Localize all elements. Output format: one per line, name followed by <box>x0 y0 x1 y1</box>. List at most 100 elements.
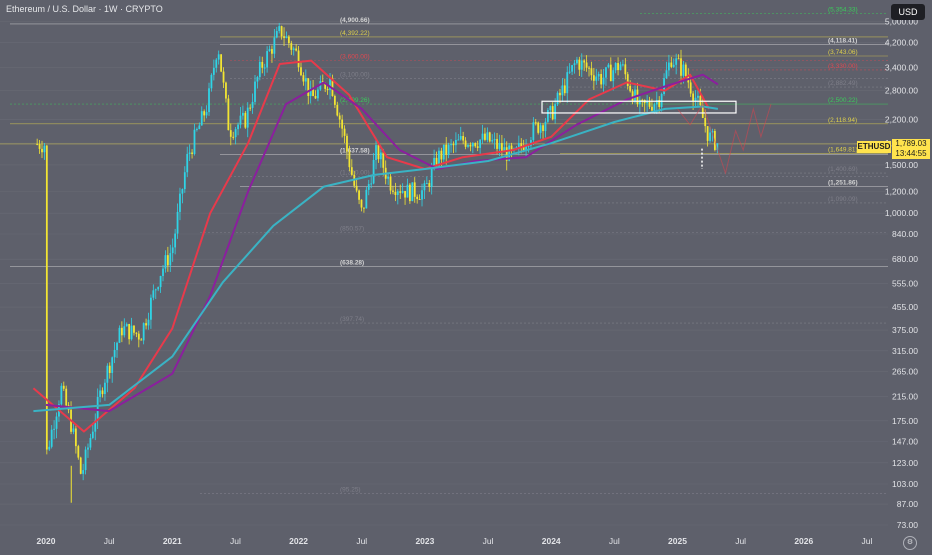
candle-body <box>379 152 382 160</box>
candle-body <box>273 37 276 54</box>
candle-body <box>438 150 440 167</box>
candle-body <box>343 128 346 136</box>
currency-button[interactable]: USD <box>891 4 925 20</box>
level-label: (4,392.22) <box>340 30 370 37</box>
candle-body <box>198 125 201 130</box>
candle-body <box>421 190 423 200</box>
level-label: (95.25) <box>340 486 361 493</box>
candle-body <box>222 71 225 83</box>
candle-body <box>326 88 329 91</box>
candle-body <box>159 276 162 288</box>
candle-body <box>331 77 334 96</box>
moving-average-slow <box>33 105 719 413</box>
grid-layer <box>0 21 888 526</box>
candle-body <box>471 143 474 147</box>
candle-body <box>215 59 218 68</box>
candle-body <box>411 182 414 202</box>
candle-body <box>191 152 193 154</box>
candle-body <box>251 101 254 108</box>
candle-body <box>675 58 678 65</box>
y-tick-label: 87.00 <box>897 499 919 509</box>
candle-body <box>588 67 590 69</box>
candle-body <box>302 75 305 82</box>
candle-body <box>469 144 472 147</box>
candle-body <box>244 112 247 128</box>
candle-body <box>447 144 450 155</box>
candle-body <box>505 147 508 161</box>
candle-body <box>104 382 106 395</box>
candle-body <box>329 77 331 91</box>
level-label: (2,500.22) <box>828 97 858 104</box>
candle-body <box>534 122 537 124</box>
candle-body <box>568 71 571 73</box>
candle-body <box>590 68 593 76</box>
candle-body <box>612 70 615 82</box>
level-label: (1,637.58) <box>340 147 370 154</box>
candle-body <box>508 145 511 161</box>
candle-body <box>498 143 501 149</box>
candle-body <box>45 145 48 450</box>
x-tick-label: 2020 <box>37 536 56 546</box>
candle-body <box>271 49 273 54</box>
last-price-tag: 1,789.03 13:44:55 <box>892 139 930 159</box>
candle-body <box>183 172 186 190</box>
candle-body <box>605 67 607 78</box>
y-tick-label: 555.00 <box>892 278 918 288</box>
candle-body <box>333 95 336 105</box>
candle-body <box>307 78 310 97</box>
settings-icon[interactable]: ⚙ <box>903 536 917 550</box>
y-tick-label: 73.00 <box>897 520 919 530</box>
level-label: (3,743.06) <box>828 49 858 56</box>
candle-body <box>697 95 699 98</box>
candles-layer <box>36 22 719 503</box>
x-tick-label: Jul <box>735 536 746 546</box>
candle-body <box>486 132 489 140</box>
candle-body <box>450 144 452 146</box>
candle-body <box>658 100 661 107</box>
candle-body <box>290 43 293 50</box>
candle-body <box>517 143 520 148</box>
candle-body <box>416 196 419 199</box>
candle-body <box>476 146 479 148</box>
candle-body <box>399 191 402 193</box>
candle-body <box>217 54 220 60</box>
candle-body <box>79 457 82 474</box>
y-tick-label: 840.00 <box>892 229 918 239</box>
candle-body <box>500 143 503 152</box>
candle-body <box>363 207 365 209</box>
candle-body <box>668 62 670 71</box>
candle-body <box>706 126 709 141</box>
level-label: (1,251.86) <box>828 179 858 186</box>
candle-body <box>377 145 380 160</box>
moving-average-fast <box>32 59 710 433</box>
candle-body <box>629 85 632 92</box>
level-label: (1,400.69) <box>828 166 858 173</box>
candle-body <box>89 437 92 448</box>
candle-body <box>285 36 288 38</box>
candle-body <box>387 176 390 179</box>
candle-body <box>157 287 160 290</box>
y-tick-label: 147.00 <box>892 437 918 447</box>
candle-body <box>481 133 484 140</box>
candle-body <box>559 92 561 96</box>
candle-body <box>655 100 658 105</box>
candle-body <box>692 93 695 102</box>
level-label: (2,882.49) <box>828 80 858 87</box>
candle-body <box>137 333 140 340</box>
candle-body <box>140 339 143 341</box>
candle-body <box>435 157 438 167</box>
candle-body <box>169 253 172 266</box>
candle-body <box>229 130 232 137</box>
candle-body <box>479 139 482 148</box>
candle-body <box>418 198 421 200</box>
candle-body <box>680 58 682 76</box>
x-tick-label: Jul <box>230 536 241 546</box>
candle-body <box>462 135 465 141</box>
level-label: (2,499.26) <box>340 97 370 104</box>
level-label: (3,330.00) <box>828 63 858 70</box>
candle-body <box>709 132 711 141</box>
symbol-tag[interactable]: ETHUSD <box>857 141 891 153</box>
candle-body <box>580 60 583 70</box>
candle-body <box>522 146 525 151</box>
